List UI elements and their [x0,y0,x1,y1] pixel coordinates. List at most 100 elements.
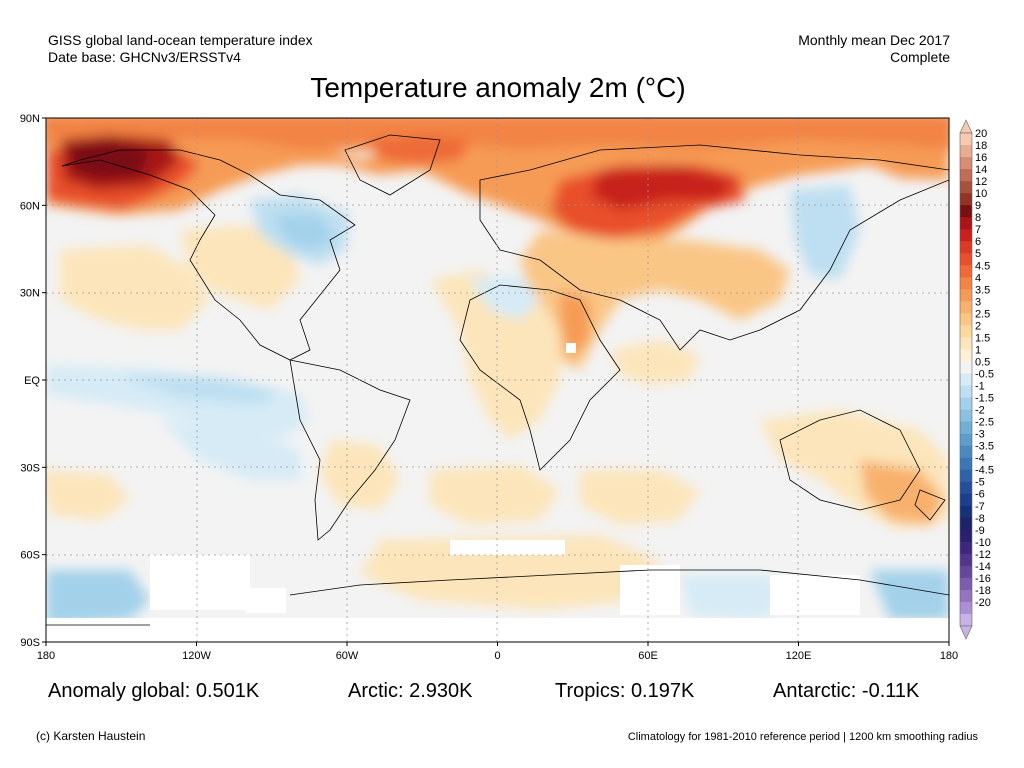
colorbar-swatch [960,289,972,302]
colorbar-swatch [960,385,972,398]
lat-label: EQ [24,375,40,387]
colorbar-swatch [960,313,972,326]
colorbar-swatch [960,397,972,410]
graticule [46,118,949,642]
colorbar-swatch [960,265,972,278]
coastlines [46,134,949,626]
missing-data-mask [46,343,949,642]
map-title: Temperature anomaly 2m (°C) [310,72,686,103]
colorbar-swatch [960,529,972,543]
anomaly-map: 90N 60N 30N EQ 30S 60S 90S 180 120W 60W 0 60E 120E 1… [20,113,994,662]
colorbar-swatch [960,253,972,266]
colorbar-label: -7 [975,501,985,513]
dataset-title: GISS global land-ocean temperature index [48,32,313,48]
colorbar-label: -0.5 [975,368,994,380]
lon-label: 180 [37,650,55,662]
lat-label: 60N [20,200,40,212]
colorbar-label: -1.5 [975,393,994,405]
period-label: Monthly mean Dec 2017 [798,32,950,48]
status-label: Complete [890,49,950,65]
credit-text: (c) Karsten Haustein [36,729,146,743]
colorbar-label: 4.5 [975,260,990,272]
anomaly-field [46,118,949,625]
colorbar-label: 16 [975,152,987,164]
stat-global: Anomaly global: 0.501K [48,680,260,702]
colorbar-label: 12 [975,176,987,188]
colorbar-swatch [960,241,972,254]
colorbar-swatch [960,481,972,495]
colorbar-label: 6 [975,236,981,248]
lat-label: 60S [20,550,40,562]
colorbar-swatch [960,577,972,591]
stat-antarctic: Antarctic: -0.11K [773,680,920,702]
colorbar-label: 18 [975,140,987,152]
colorbar-swatch [960,589,972,603]
colorbar-swatch [960,277,972,290]
lon-label: 120W [182,650,211,662]
climatology-note: Climatology for 1981-2010 reference peri… [627,731,978,743]
colorbar-label: -9 [975,525,985,537]
colorbar-label: -18 [975,585,991,597]
colorbar-label: -20 [975,597,991,609]
colorbar-swatch [960,205,972,218]
lon-label: 120E [786,650,812,662]
colorbar-label: -16 [975,573,991,585]
colorbar-swatch [960,517,972,531]
colorbar-swatch [960,553,972,567]
colorbar-label: 20 [975,128,987,140]
colorbar-swatch [960,361,972,374]
colorbar-label: -3.5 [975,441,994,453]
lat-label: 90S [20,637,40,649]
colorbar-swatch [960,337,972,350]
colorbar-swatch [960,541,972,555]
colorbar-swatch [960,565,972,579]
colorbar-label: -10 [975,537,991,549]
lat-label: 90N [20,113,40,125]
colorbar-swatch [960,349,972,362]
colorbar-swatch [960,301,972,314]
colorbar-label: 1.5 [975,332,990,344]
colorbar-swatch [960,373,972,386]
lat-label: 30N [20,288,40,300]
latitude-axis: 90N 60N 30N EQ 30S 60S 90S [20,113,46,649]
colorbar-label: -6 [975,489,985,501]
colorbar-swatch [960,181,972,194]
colorbar-swatch [960,505,972,519]
colorbar-swatch [960,145,972,158]
longitude-axis: 180 120W 60W 0 60E 120E 180 [37,642,958,662]
colorbar-swatch [960,613,972,627]
colorbar-label: 3 [975,296,981,308]
colorbar-label: 7 [975,224,981,236]
header-right: Monthly mean Dec 2017 Complete [798,32,950,66]
colorbar-label: -3 [975,429,985,441]
colorbar-swatch [960,601,972,615]
lat-label: 30S [20,462,40,474]
map-plot-area [46,118,949,642]
database-label: Date base: GHCNv3/ERSSTv4 [48,49,241,65]
colorbar-swatch [960,457,972,470]
colorbar-label: 5 [975,248,981,260]
colorbar: 201816141210987654.543.532.521.510.5-0.5… [959,119,994,640]
lon-label: 0 [494,650,500,662]
colorbar-label: 9 [975,200,981,212]
colorbar-swatch [960,157,972,170]
colorbar-bottom-arrow [959,625,973,640]
colorbar-label: 4 [975,272,981,284]
colorbar-label: 2 [975,320,981,332]
colorbar-label: 1 [975,344,981,356]
colorbar-label: 3.5 [975,284,990,296]
colorbar-swatch [960,445,972,458]
colorbar-label: -8 [975,513,985,525]
header-left: GISS global land-ocean temperature index… [48,32,313,66]
lon-label: 60E [638,650,658,662]
colorbar-label: -2 [975,405,985,417]
colorbar-label: -12 [975,549,991,561]
colorbar-label: 10 [975,188,987,200]
colorbar-swatch [960,193,972,206]
lon-label: 60W [336,650,359,662]
colorbar-label: -5 [975,477,985,489]
colorbar-label: 14 [975,164,987,176]
colorbar-label: -14 [975,561,991,573]
colorbar-label: 2.5 [975,308,990,320]
colorbar-swatch [960,133,972,146]
